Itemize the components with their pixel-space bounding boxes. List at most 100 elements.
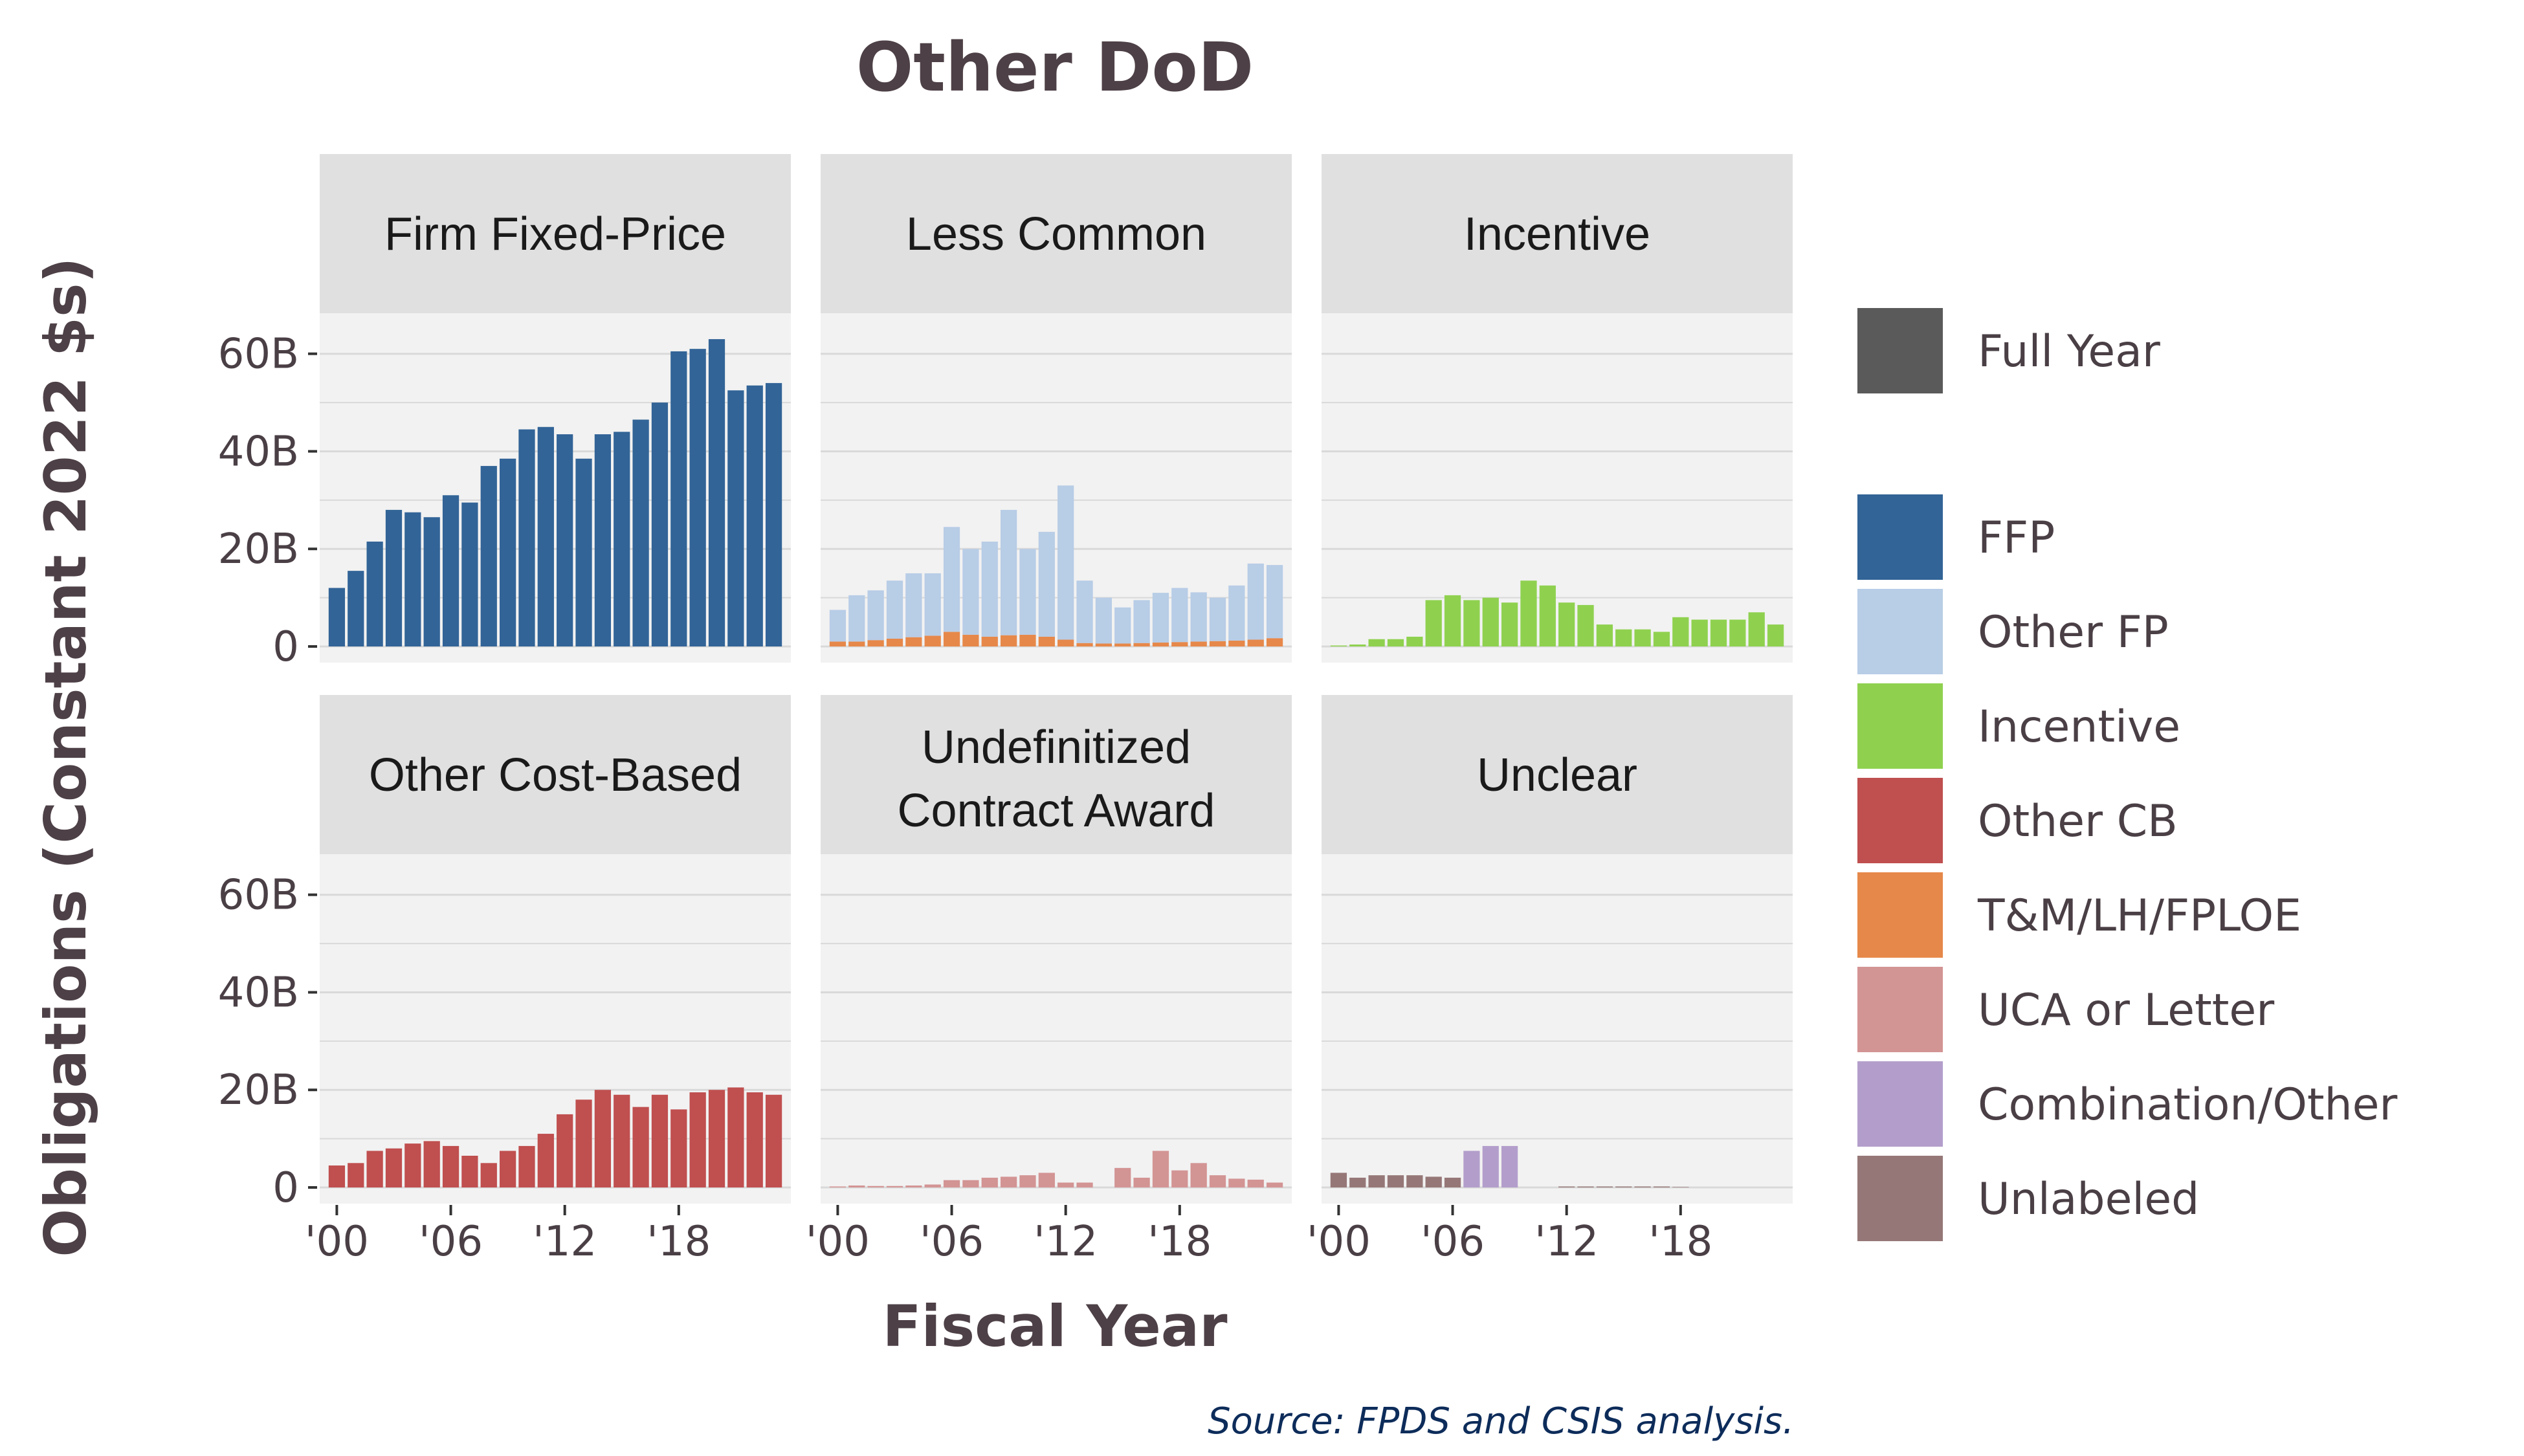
bar-uca-or-letter-2019	[1190, 1163, 1207, 1187]
bar-ffp-2017	[651, 403, 669, 646]
bar-ffp-2012	[557, 434, 573, 646]
y-tick-label: 20B	[218, 1066, 299, 1114]
bar-ffp-2000	[328, 588, 346, 646]
panel-title: Other Cost-Based	[369, 749, 742, 801]
bar-uca-or-letter-2011	[1038, 1173, 1055, 1187]
bar-combination-other-2007	[1463, 1151, 1480, 1187]
bar-ffp-2022	[746, 385, 763, 646]
bar-uca-or-letter-2016	[1133, 1177, 1150, 1187]
bar-uca-or-letter-2017	[1152, 1151, 1169, 1187]
bar-t-m-lh-fploe-2009	[1000, 635, 1017, 646]
x-tick-label: '00	[1307, 1218, 1371, 1266]
bar-unlabeled-2000	[1330, 1173, 1347, 1187]
bar-uca-or-letter-2012	[1057, 1182, 1074, 1187]
bar-incentive-2018	[1672, 617, 1689, 646]
bar-t-m-lh-fploe-2004	[905, 637, 922, 646]
y-tick-label: 0	[272, 623, 299, 671]
bar-t-m-lh-fploe-2010	[1019, 634, 1036, 646]
bar-other-fp-2017	[1152, 593, 1169, 643]
bar-incentive-2009	[1501, 602, 1518, 646]
bar-uca-or-letter-2008	[981, 1177, 998, 1187]
bar-unlabeled-2005	[1425, 1176, 1442, 1187]
panel-strip	[1322, 695, 1793, 854]
bar-other-cb-2010	[518, 1145, 535, 1187]
x-tick-label: '06	[419, 1218, 483, 1266]
panel-title: Incentive	[1464, 208, 1650, 260]
bar-other-cb-2019	[689, 1092, 706, 1187]
y-tick-label: 0	[272, 1164, 299, 1212]
x-tick-label: '00	[806, 1218, 870, 1266]
bar-uca-or-letter-2015	[1114, 1167, 1131, 1187]
bar-t-m-lh-fploe-2005	[924, 635, 941, 646]
legend-swatch-uca-or-letter	[1855, 964, 1945, 1055]
panel-title: Less Common	[906, 208, 1206, 260]
bar-incentive-2015	[1615, 629, 1632, 646]
bar-t-m-lh-fploe-2013	[1076, 643, 1093, 646]
bar-other-cb-2008	[480, 1163, 497, 1187]
bar-combination-other-2009	[1501, 1145, 1518, 1187]
bar-incentive-2011	[1539, 585, 1556, 646]
bar-unlabeled-2004	[1406, 1175, 1423, 1187]
bar-other-fp-2002	[867, 590, 884, 641]
legend: Full Year FFP Other FP Incentive Other CB T&M…	[1855, 305, 2397, 1244]
bar-incentive-2020	[1710, 619, 1727, 646]
bar-other-cb-2023	[765, 1094, 782, 1187]
bar-unlabeled-2002	[1368, 1175, 1385, 1187]
bar-other-fp-2013	[1076, 580, 1093, 643]
bar-uca-or-letter-2000	[829, 1186, 847, 1187]
bar-ffp-2009	[499, 458, 516, 646]
bar-other-cb-2016	[632, 1107, 649, 1187]
bar-t-m-lh-fploe-2001	[848, 641, 865, 646]
bar-ffp-2020	[708, 339, 725, 646]
panel-incentive: Incentive	[1322, 154, 1793, 663]
bar-t-m-lh-fploe-2023	[1266, 638, 1283, 646]
bar-uca-or-letter-2005	[924, 1184, 941, 1187]
bar-unlabeled-2013	[1577, 1186, 1594, 1187]
legend-label-unlabeled: Unlabeled	[1978, 1174, 2199, 1225]
bar-other-fp-2012	[1057, 485, 1074, 640]
bar-t-m-lh-fploe-2012	[1057, 639, 1074, 646]
bar-other-fp-2000	[829, 610, 847, 642]
bar-t-m-lh-fploe-2016	[1133, 643, 1150, 646]
bar-incentive-2007	[1463, 600, 1480, 646]
bar-t-m-lh-fploe-2014	[1095, 643, 1113, 646]
bar-other-cb-2000	[328, 1165, 346, 1187]
bar-incentive-2005	[1425, 600, 1442, 646]
bar-ffp-2008	[480, 466, 497, 646]
bar-t-m-lh-fploe-2018	[1171, 642, 1188, 646]
bar-ffp-2014	[594, 434, 612, 646]
bar-incentive-2010	[1520, 580, 1537, 646]
legend-label-other-fp: Other FP	[1978, 607, 2169, 658]
bar-incentive-2012	[1558, 602, 1575, 646]
bar-incentive-2014	[1596, 624, 1613, 646]
bar-incentive-2019	[1691, 619, 1708, 646]
y-axis-title: Obligations (Constant 2022 $s)	[32, 257, 99, 1257]
bar-other-cb-2011	[537, 1134, 554, 1187]
legend-swatch-full-year	[1855, 305, 1945, 396]
panel-firm-fixed-price: Firm Fixed-Price 0 20B 40B 60B	[218, 154, 791, 671]
bar-other-fp-2015	[1114, 607, 1131, 644]
bar-uca-or-letter-2007	[962, 1180, 979, 1187]
bar-other-fp-2016	[1133, 600, 1150, 643]
bar-incentive-2000	[1330, 645, 1347, 646]
bar-uca-or-letter-2001	[848, 1185, 865, 1187]
bar-unlabeled-2012	[1558, 1186, 1575, 1187]
panel-strip	[821, 154, 1292, 313]
bar-incentive-2023	[1767, 624, 1784, 646]
bar-unlabeled-2014	[1596, 1186, 1613, 1187]
bar-other-cb-2014	[594, 1090, 612, 1187]
bar-other-cb-2007	[461, 1156, 478, 1187]
panel-title: Contract Award	[898, 785, 1215, 837]
bar-ffp-2013	[575, 458, 592, 646]
bar-ffp-2023	[765, 382, 782, 646]
bar-uca-or-letter-2018	[1171, 1170, 1188, 1187]
bar-other-cb-2009	[499, 1151, 516, 1187]
legend-label-incentive: Incentive	[1978, 701, 2180, 753]
bar-uca-or-letter-2013	[1076, 1182, 1093, 1187]
bar-incentive-2016	[1634, 629, 1651, 646]
panel-background	[1322, 854, 1793, 1204]
legend-swatch-incentive	[1855, 681, 1945, 771]
bar-other-cb-2015	[614, 1094, 630, 1187]
legend-swatch-combination-other	[1855, 1059, 1945, 1149]
bar-incentive-2002	[1368, 639, 1385, 646]
